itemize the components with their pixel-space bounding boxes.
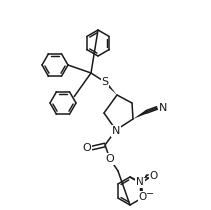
Text: N: N — [159, 103, 167, 113]
Text: S: S — [101, 77, 109, 87]
Text: O: O — [106, 154, 114, 164]
Text: O: O — [139, 192, 147, 202]
Text: N: N — [136, 177, 144, 187]
Text: O: O — [83, 143, 91, 153]
Text: N: N — [112, 126, 120, 136]
Text: −: − — [146, 189, 154, 199]
Text: O: O — [150, 171, 158, 181]
Polygon shape — [104, 81, 117, 95]
Text: +: + — [142, 172, 148, 181]
Polygon shape — [133, 110, 147, 119]
